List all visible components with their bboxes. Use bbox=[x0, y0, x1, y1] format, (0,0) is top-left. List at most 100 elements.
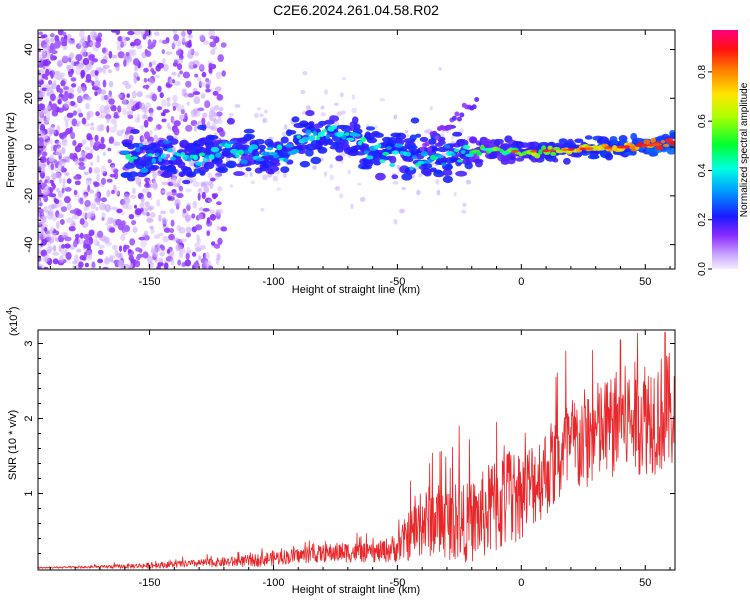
spectrogram-noise-cell bbox=[418, 173, 423, 178]
spectrogram-ridge-halo bbox=[186, 171, 197, 178]
spectrogram-noise-cell bbox=[49, 179, 54, 184]
spectrogram-frame bbox=[37, 29, 676, 270]
spectrogram-noise-cell bbox=[140, 31, 145, 37]
spectrogram-noise-cell bbox=[102, 151, 106, 157]
spectrogram-noise-cell bbox=[171, 71, 177, 76]
spectrogram-noise-cell bbox=[141, 135, 146, 141]
spectrogram-noise-cell bbox=[159, 92, 164, 99]
spectrogram-noise-cell bbox=[148, 130, 153, 136]
spectrogram-ridge-halo bbox=[305, 110, 315, 117]
spectrogram-ridge-halo bbox=[410, 117, 420, 124]
spectrogram-noise-cell bbox=[151, 93, 158, 102]
spectrogram-noise-cell bbox=[77, 86, 82, 94]
spectrogram-ridge-core bbox=[296, 135, 301, 139]
spectrogram-noise-cell bbox=[110, 118, 117, 125]
spectrogram-noise-cell bbox=[154, 137, 160, 141]
spectrogram-ridge-core bbox=[462, 144, 470, 150]
spectrogram-noise-cell bbox=[216, 93, 224, 101]
spectrogram-noise-cell bbox=[181, 247, 186, 254]
spectrogram-ridge-core bbox=[496, 147, 501, 151]
spectrogram-noise-cell bbox=[149, 225, 154, 230]
spectrogram-noise-cell bbox=[221, 70, 226, 77]
spectrogram-ridge-core bbox=[237, 149, 245, 155]
spectrogram-noise-cell bbox=[53, 41, 61, 49]
spectrogram-noise-cell bbox=[201, 71, 207, 78]
spectrogram-noise-cell bbox=[45, 68, 50, 77]
spectrogram-ridge-halo bbox=[310, 156, 322, 165]
spectrogram-noise-cell bbox=[66, 64, 72, 72]
spectrogram-noise-cell bbox=[80, 152, 86, 158]
snr-x-axis: -150 -100 -50 0 50 bbox=[49, 330, 671, 589]
spectrogram-noise-cell bbox=[123, 197, 131, 205]
spectrogram-noise-cell bbox=[161, 99, 167, 107]
spectrogram-ridge-halo bbox=[609, 136, 618, 142]
spectrogram-noise-cell bbox=[139, 102, 146, 110]
spectrogram-ridge-halo bbox=[267, 165, 280, 172]
spectrogram-noise-cell bbox=[116, 45, 122, 51]
spectrogram-noise-cell bbox=[113, 114, 120, 119]
spectrogram-noise-cell bbox=[42, 182, 47, 188]
spectrogram-noise-cell bbox=[100, 94, 105, 102]
spectrogram-noise-cell bbox=[130, 194, 137, 199]
colorbar-tick-label: 0.8 bbox=[697, 64, 708, 78]
spectrogram-ridge-halo bbox=[150, 164, 160, 170]
spectrogram-ridge-core bbox=[550, 151, 557, 156]
spectrogram-ridge-halo bbox=[170, 168, 178, 175]
spectrogram-ridge-core bbox=[305, 129, 312, 136]
spectrogram-noise-cell bbox=[41, 91, 46, 96]
spectrogram-ridge-core bbox=[443, 144, 451, 149]
spectrogram-noise-cell bbox=[149, 111, 154, 117]
spectrogram-ytick-label: 0 bbox=[23, 144, 35, 150]
spectrogram-noise-cell bbox=[152, 180, 157, 188]
spectrogram-noise-cell bbox=[201, 191, 206, 200]
spectrogram-ridge-halo bbox=[422, 163, 433, 169]
spectrogram-noise-cell bbox=[38, 38, 42, 43]
spectrogram-ridge-core bbox=[268, 151, 278, 156]
spectrogram-noise-cell bbox=[229, 184, 234, 188]
spectrogram-ridge-peak bbox=[616, 145, 625, 149]
snr-ytick-label: 2 bbox=[23, 415, 35, 421]
spectrogram-noise-cell bbox=[218, 106, 224, 112]
spectrogram-streak bbox=[419, 146, 425, 152]
spectrogram-ridge-core bbox=[266, 147, 274, 151]
spectrogram-noise-cell bbox=[185, 188, 192, 193]
spectrogram-noise-cell bbox=[161, 49, 165, 55]
spectrogram-noise-cell bbox=[38, 208, 44, 214]
spectrogram-noise-cell bbox=[117, 51, 125, 59]
spectrogram-streak bbox=[459, 112, 465, 118]
spectrogram-noise-cell bbox=[43, 195, 49, 203]
spectrogram-noise-cell bbox=[193, 96, 201, 105]
spectrogram-noise-cell bbox=[132, 187, 136, 195]
spectrogram-noise-cell bbox=[185, 232, 191, 238]
spectrogram-noise-cell bbox=[174, 199, 181, 207]
spectrogram-noise-cell bbox=[114, 249, 119, 257]
spectrogram-panel: -150 -100 -50 0 50 -40 -20 0 20 40 Height of str… bbox=[5, 29, 676, 296]
spectrogram-ridge-peak bbox=[623, 145, 631, 149]
spectrogram-noise-cell bbox=[152, 39, 157, 45]
spectrogram-ridge-core bbox=[669, 141, 675, 146]
spectrogram-noise-cell bbox=[107, 147, 112, 152]
spectrogram-noise-cell bbox=[133, 75, 138, 84]
snr-multiplier-base: (x10 bbox=[8, 315, 20, 336]
spectrogram-streak bbox=[471, 104, 477, 110]
spectrogram-ridge-peak bbox=[603, 146, 613, 150]
spectrogram-noise-cell bbox=[83, 194, 88, 199]
spectrogram-noise-cell bbox=[102, 67, 106, 75]
spectrogram-ridge-core bbox=[249, 144, 259, 150]
spectrogram-noise-cell bbox=[43, 266, 49, 269]
spectrogram-streak bbox=[427, 146, 433, 152]
spectrogram-noise-cell bbox=[54, 172, 61, 179]
spectrogram-noise-cell bbox=[81, 117, 87, 125]
spectrogram-noise-cell bbox=[272, 175, 279, 182]
spectrogram-noise-cell bbox=[217, 208, 224, 215]
spectrogram-noise-cell bbox=[105, 222, 109, 227]
spectrogram-noise-cell bbox=[74, 158, 79, 166]
spectrogram-ridge-core bbox=[437, 154, 444, 159]
spectrogram-noise-cell bbox=[129, 238, 136, 246]
snr-panel: -150 -100 -50 0 50 1 2 3 Height of straight li… bbox=[5, 306, 676, 596]
spectrogram-noise-cell bbox=[123, 133, 131, 140]
spectrogram-noise-cell bbox=[108, 98, 115, 105]
spectrogram-ridge-core bbox=[460, 149, 466, 154]
spectrogram-noise-cell bbox=[97, 249, 104, 255]
spectrogram-ridge-halo bbox=[464, 161, 473, 170]
